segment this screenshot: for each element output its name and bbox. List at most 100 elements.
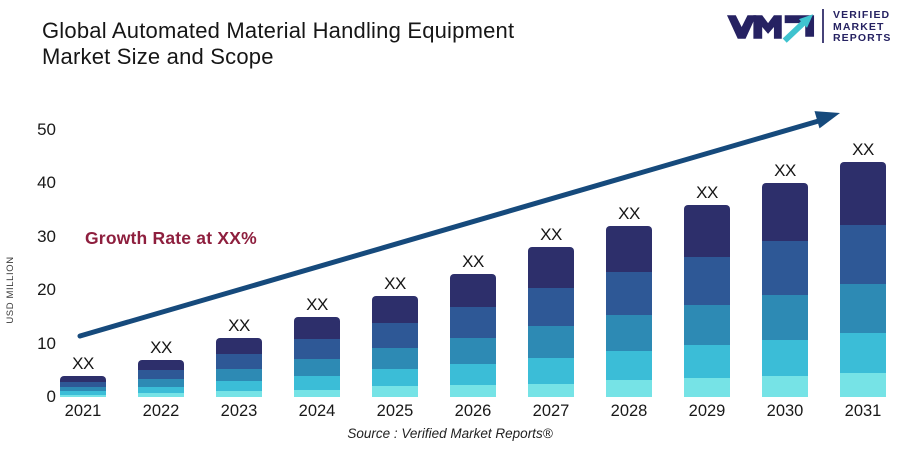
- bar-segment-5: [372, 386, 418, 397]
- bar-segment-3: [528, 326, 574, 358]
- bar-value-label-2026: XX: [462, 252, 484, 271]
- bar-value-label-2022: XX: [150, 338, 172, 357]
- bar-segment-4: [372, 369, 418, 386]
- bar-segment-1: [294, 317, 340, 339]
- bar-segment-4: [528, 358, 574, 384]
- bar-segment-5: [60, 395, 106, 397]
- bar-segment-4: [216, 381, 262, 391]
- y-tick-10: 10: [37, 333, 56, 353]
- bar-segment-3: [372, 348, 418, 369]
- growth-rate-annotation: Growth Rate at XX%: [85, 228, 257, 248]
- bar-2021: [60, 376, 106, 397]
- bar-segment-3: [840, 284, 886, 333]
- bar-2023: [216, 338, 262, 397]
- bar-segment-3: [294, 359, 340, 376]
- bar-segment-5: [762, 376, 808, 397]
- x-tick-2031: 2031: [844, 402, 882, 420]
- x-tick-2025: 2025: [376, 402, 414, 420]
- bar-value-label-2028: XX: [618, 204, 640, 223]
- bar-segment-4: [762, 340, 808, 376]
- bar-segment-2: [60, 382, 106, 387]
- y-tick-50: 50: [37, 120, 56, 139]
- y-tick-0: 0: [46, 387, 56, 406]
- bar-segment-5: [840, 373, 886, 397]
- bar-segment-2: [762, 241, 808, 295]
- vmr-logo: VERIFIED MARKET REPORTS: [726, 8, 891, 45]
- x-tick-2030: 2030: [766, 402, 804, 420]
- bar-segment-4: [60, 391, 106, 395]
- bar-segment-2: [684, 257, 730, 305]
- bar-2030: [762, 183, 808, 397]
- bar-segment-1: [840, 162, 886, 225]
- bar-segment-3: [762, 295, 808, 340]
- bar-segment-2: [450, 307, 496, 338]
- bar-value-label-2029: XX: [696, 183, 718, 202]
- title-line-2: Market Size and Scope: [42, 44, 274, 69]
- bar-2031: [840, 162, 886, 397]
- bar-segment-1: [606, 226, 652, 272]
- bar-segment-5: [606, 380, 652, 397]
- bar-value-label-2027: XX: [540, 225, 562, 244]
- bar-2028: [606, 226, 652, 397]
- bar-segment-4: [294, 376, 340, 390]
- bar-2026: [450, 274, 496, 397]
- bar-segment-4: [606, 351, 652, 380]
- bar-segment-2: [216, 354, 262, 369]
- bar-segment-2: [372, 323, 418, 348]
- x-tick-2028: 2028: [610, 402, 648, 420]
- logo-word-reports: REPORTS: [833, 32, 892, 44]
- y-tick-30: 30: [37, 226, 56, 246]
- bar-segment-4: [450, 364, 496, 385]
- page-title: Global Automated Material Handling Equip…: [42, 18, 514, 70]
- logo-wordmark: VERIFIED MARKET REPORTS: [833, 8, 891, 45]
- bar-2027: [528, 247, 574, 397]
- x-tick-2022: 2022: [142, 402, 180, 420]
- bar-segment-1: [138, 360, 184, 370]
- bar-segment-2: [528, 288, 574, 326]
- bar-segment-1: [450, 274, 496, 307]
- vmr-monogram-icon: [726, 14, 815, 43]
- title-line-1: Global Automated Material Handling Equip…: [42, 18, 515, 43]
- logo-word-market: MARKET: [833, 20, 885, 33]
- bar-2024: [294, 317, 340, 397]
- bar-segment-2: [294, 339, 340, 359]
- x-tick-2021: 2021: [64, 402, 102, 420]
- x-tick-2029: 2029: [688, 402, 726, 420]
- bar-2022: [138, 360, 184, 397]
- y-tick-40: 40: [37, 173, 56, 193]
- x-tick-2026: 2026: [454, 402, 492, 420]
- logo-word-verified: VERIFIED: [833, 9, 891, 21]
- bar-segment-3: [450, 338, 496, 364]
- bar-segment-2: [840, 225, 886, 284]
- bar-segment-2: [606, 272, 652, 315]
- x-tick-2024: 2024: [298, 402, 336, 420]
- bar-segment-4: [840, 333, 886, 373]
- bar-2025: [372, 296, 418, 397]
- bar-value-label-2030: XX: [774, 161, 796, 180]
- bar-segment-3: [138, 379, 184, 387]
- bar-segment-1: [684, 205, 730, 257]
- bar-value-label-2021: XX: [72, 354, 94, 373]
- bar-segment-5: [684, 378, 730, 397]
- bar-segment-1: [372, 296, 418, 323]
- bar-segment-4: [138, 387, 184, 393]
- bar-segment-5: [138, 393, 184, 397]
- bar-segment-3: [606, 315, 652, 351]
- logo-divider: [822, 9, 824, 43]
- bar-value-label-2023: XX: [228, 316, 250, 335]
- x-tick-2027: 2027: [532, 402, 570, 420]
- source-note: Source : Verified Market Reports®: [347, 426, 553, 441]
- bar-segment-2: [138, 370, 184, 379]
- bar-value-label-2024: XX: [306, 295, 328, 314]
- bar-segment-5: [528, 384, 574, 397]
- bar-value-label-2031: XX: [852, 140, 874, 159]
- bar-segment-3: [60, 387, 106, 391]
- bar-segment-5: [294, 390, 340, 397]
- bar-segment-1: [216, 338, 262, 354]
- bar-2029: [684, 205, 730, 397]
- bar-segment-3: [684, 305, 730, 345]
- y-tick-20: 20: [37, 280, 56, 300]
- bar-segment-1: [528, 247, 574, 288]
- bar-segment-1: [762, 183, 808, 241]
